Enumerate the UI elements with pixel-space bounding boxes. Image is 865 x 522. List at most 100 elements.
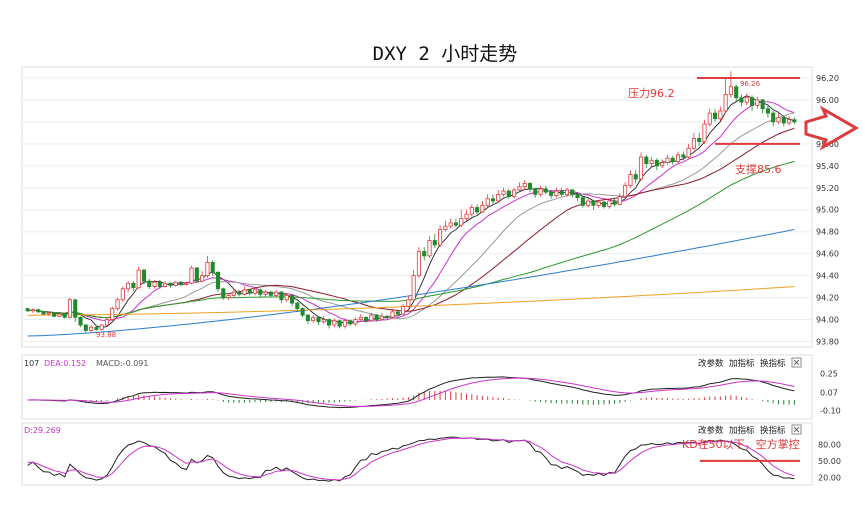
candle-down bbox=[570, 189, 575, 195]
candle-up bbox=[628, 174, 633, 186]
candle-down bbox=[422, 251, 427, 257]
candle-up bbox=[427, 240, 432, 257]
candle-up bbox=[342, 320, 347, 327]
candle-down bbox=[52, 312, 57, 317]
kd-plot bbox=[27, 436, 795, 482]
candle-up bbox=[438, 229, 443, 246]
candle-up bbox=[152, 281, 157, 288]
candle-down bbox=[131, 282, 136, 289]
kd-button-add[interactable]: 加指标 bbox=[729, 425, 755, 436]
candle-up bbox=[401, 305, 406, 315]
candle-down bbox=[792, 119, 797, 123]
candle-up bbox=[707, 112, 712, 125]
candle-up bbox=[57, 313, 62, 317]
chart-title: DXY 2 小时走势 bbox=[373, 43, 518, 65]
candle-up bbox=[200, 275, 205, 282]
candle-up bbox=[189, 267, 194, 284]
candle-down bbox=[258, 289, 263, 295]
candle-down bbox=[395, 311, 400, 315]
resistance-label: 压力96.2 bbox=[628, 87, 675, 100]
candle-up bbox=[728, 86, 733, 95]
candle-up bbox=[686, 147, 691, 158]
candle-up bbox=[411, 275, 416, 301]
macd-buttons: 改参数 加指标 换指标 bbox=[698, 357, 802, 369]
candle-down bbox=[543, 188, 548, 193]
kd-button-params[interactable]: 改参数 bbox=[698, 425, 724, 436]
candle-down bbox=[697, 137, 702, 143]
candle-down bbox=[549, 191, 554, 196]
kd-panel bbox=[21, 422, 813, 486]
kd-button-switch[interactable]: 换指标 bbox=[760, 425, 786, 436]
candle-up bbox=[99, 324, 104, 330]
candle-up bbox=[263, 291, 268, 295]
candle-up bbox=[496, 193, 501, 202]
candle-down bbox=[580, 197, 585, 206]
candle-down bbox=[289, 294, 295, 304]
candle-down bbox=[194, 267, 199, 282]
kd-close-x bbox=[793, 426, 800, 433]
candle-up bbox=[755, 99, 760, 106]
kd-d-line bbox=[27, 437, 795, 481]
candle-up bbox=[554, 190, 559, 196]
candle-up bbox=[586, 200, 591, 206]
candle-up bbox=[274, 291, 279, 296]
macd-tick-label: 0.07 bbox=[820, 389, 838, 398]
candle-up bbox=[284, 294, 289, 301]
candle-down bbox=[739, 97, 744, 103]
candle-down bbox=[237, 291, 242, 295]
candle-up bbox=[231, 291, 236, 296]
price-tick-label: 93.80 bbox=[816, 338, 839, 347]
candle-down bbox=[654, 159, 659, 167]
macd-button-params[interactable]: 改参数 bbox=[698, 358, 724, 369]
candle-down bbox=[210, 262, 215, 273]
candle-down bbox=[374, 314, 379, 320]
price-tick-label: 94.40 bbox=[816, 272, 839, 281]
candle-up bbox=[649, 159, 654, 165]
macd-close-x bbox=[793, 359, 800, 366]
candle-up bbox=[448, 222, 453, 227]
candle-up bbox=[538, 188, 543, 195]
candle-up bbox=[638, 156, 644, 180]
right-arrow-icon bbox=[804, 105, 860, 151]
ma-line-orange bbox=[27, 286, 795, 316]
candle-down bbox=[83, 324, 88, 331]
candle-down bbox=[268, 291, 273, 296]
candle-up bbox=[353, 319, 358, 325]
candle-down bbox=[734, 86, 739, 99]
candle-up bbox=[596, 201, 601, 206]
candle-down bbox=[305, 314, 310, 322]
kd-note: KD在50以下，空方掌控 bbox=[682, 437, 800, 451]
candle-up bbox=[617, 196, 622, 205]
macd-axis: 0.25 0.07 -0.10 bbox=[820, 369, 841, 415]
candle-down bbox=[591, 200, 596, 206]
support-label: 支撑85.6 bbox=[735, 162, 782, 176]
candle-up bbox=[443, 225, 448, 230]
candle-up bbox=[163, 282, 168, 288]
candle-down bbox=[327, 319, 332, 326]
candle-down bbox=[385, 315, 390, 318]
candle-down bbox=[633, 174, 638, 180]
macd-dea-label: DEA:0.152 bbox=[44, 359, 86, 368]
macd-button-switch[interactable]: 换指标 bbox=[760, 358, 786, 369]
candle-up bbox=[416, 251, 421, 277]
candle-down bbox=[681, 154, 686, 158]
candle-up bbox=[464, 213, 469, 219]
macd-dif-line bbox=[27, 376, 795, 409]
macd-button-add[interactable]: 加指标 bbox=[729, 358, 755, 369]
price-tick-label: 94.80 bbox=[816, 228, 839, 237]
price-panel bbox=[21, 66, 813, 348]
candle-up bbox=[136, 269, 141, 289]
macd-tick-label: 0.25 bbox=[820, 369, 838, 378]
candle-up bbox=[691, 137, 696, 149]
candle-down bbox=[453, 222, 458, 226]
candle-up bbox=[321, 319, 326, 323]
candle-down bbox=[247, 289, 252, 294]
candle-up bbox=[480, 204, 485, 213]
candle-up bbox=[406, 299, 411, 307]
candle-down bbox=[760, 99, 765, 110]
candle-up bbox=[369, 314, 374, 322]
price-tick-label: 95.40 bbox=[816, 162, 839, 171]
kd-axis: 80.00 50.00 20.00 bbox=[818, 440, 841, 482]
candle-up bbox=[184, 282, 189, 285]
candle-down bbox=[432, 240, 437, 246]
